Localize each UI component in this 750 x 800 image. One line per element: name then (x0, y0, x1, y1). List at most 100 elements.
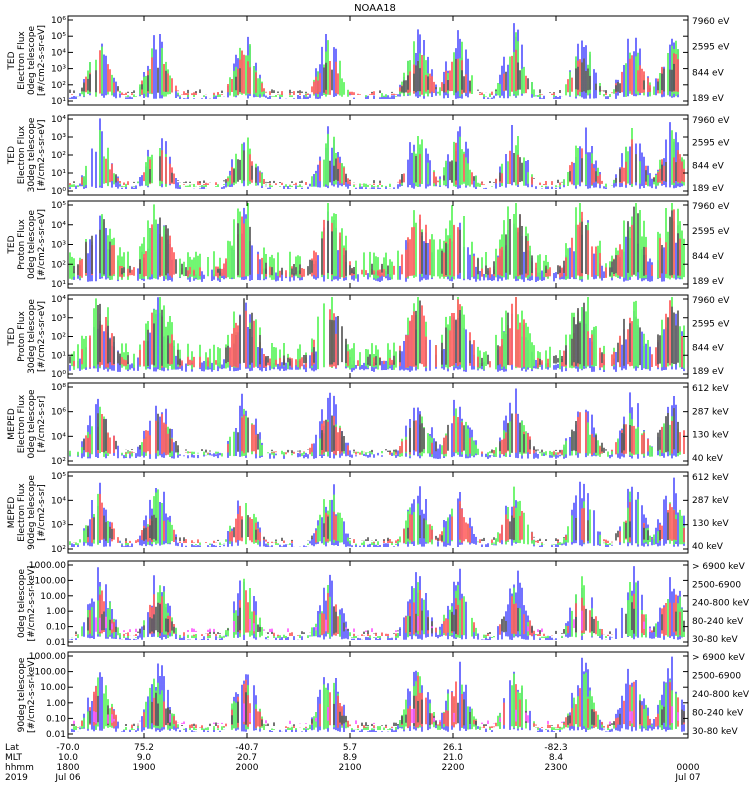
y-tick-label: 0.10 (46, 714, 66, 724)
y-axis-label: [#/cm2-s-sr] (37, 396, 47, 453)
y-tick-label: 10⁴ (51, 221, 66, 231)
panel-frame (67, 651, 689, 739)
legend-entry: > 6900 keV (692, 562, 746, 572)
y-tick-label: 1000.00 (29, 652, 66, 662)
footer-tick-label: Jul 06 (54, 773, 80, 783)
y-tick-label: 10⁵ (51, 201, 66, 211)
legend-entry: 130 keV (692, 519, 729, 529)
footer-tick-label: 10.0 (58, 753, 78, 763)
y-axis-label: [#/cm2-s-sr-eV] (37, 209, 47, 280)
footer-tick-label: 1900 (133, 763, 156, 773)
y-axis-label: 0deg telescope (17, 569, 27, 639)
y-axis-label: [#/cm2-s-sr-eV] (37, 25, 47, 96)
legend-entry: 612 keV (692, 384, 729, 394)
legend-entry: 80-240 keV (692, 617, 744, 627)
legend-entry: 844 eV (692, 68, 725, 78)
y-tick-label: 10⁶ (51, 408, 66, 418)
y-tick-label: 10⁴ (51, 496, 66, 506)
y-tick-label: 10³ (51, 65, 66, 75)
footer-row-label: hhmm (5, 763, 34, 773)
legend-entry: 189 eV (692, 367, 725, 377)
legend-entry: 844 eV (692, 161, 725, 171)
panel-3: 10¹ 10² 10³ 10⁴ 10⁵ TED Proton Flux 0deg telesc… (7, 200, 730, 290)
y-axis-label: Electron Flux (17, 31, 27, 90)
footer-tick-label: 26.1 (443, 743, 463, 753)
y-tick-label: 0.01 (46, 638, 66, 648)
y-axis-label: Electron Flux (17, 125, 27, 184)
y-tick-label: 10⁵ (51, 472, 66, 482)
y-axis-label: TED (7, 51, 17, 70)
y-axis-label: [#/cm2-s-sr-keV] (27, 657, 37, 733)
y-tick-label: 10³ (51, 133, 66, 143)
panel-frame (67, 114, 689, 196)
series-trace-4 (83, 408, 679, 453)
y-tick-label: 10² (51, 81, 66, 91)
footer-row-label: MLT (5, 753, 23, 763)
footer-tick-label: -70.0 (56, 743, 80, 753)
y-axis-label: Electron Flux (17, 394, 27, 453)
y-tick-label: 10¹ (51, 97, 66, 107)
series-trace-4 (75, 602, 685, 634)
legend-entry: 240-800 keV (692, 599, 750, 609)
legend-entry: 287 keV (692, 496, 729, 506)
y-tick-label: 10¹ (51, 280, 66, 290)
footer-tick-label: 1800 (57, 763, 80, 773)
footer-tick-label: 2300 (545, 763, 568, 773)
legend-entry: 2595 eV (692, 139, 730, 149)
legend-entry: 80-240 keV (692, 709, 744, 719)
y-tick-label: 10⁶ (51, 16, 66, 26)
legend-entry: 189 eV (692, 94, 725, 104)
y-axis-label: 0deg telescope (27, 26, 37, 96)
series-trace-4 (87, 512, 669, 541)
y-axis-label: [#/cm2-s-sr-eV] (37, 301, 47, 372)
footer-tick-label: -82.3 (544, 743, 567, 753)
panel-frame (67, 471, 689, 554)
legend-entry: 30-80 keV (692, 635, 738, 645)
series-trace-3 (75, 590, 681, 636)
footer-tick-label: 20.7 (237, 753, 257, 763)
y-tick-label: 1000.00 (29, 561, 66, 571)
y-tick-label: 10⁴ (51, 295, 66, 305)
y-tick-label: 10⁸ (51, 383, 66, 393)
legend-entry: 7960 eV (692, 116, 730, 126)
panel-frame (67, 15, 689, 106)
y-tick-label: 10² (51, 457, 66, 467)
y-tick-label: 100.00 (35, 576, 67, 586)
y-tick-label: 10¹ (51, 351, 66, 361)
y-axis-label: 30deg telescope (27, 117, 37, 192)
y-axis-label: 90deg telescope (17, 657, 27, 732)
y-tick-label: 10¹ (51, 169, 66, 179)
y-tick-label: 10⁴ (51, 115, 66, 125)
y-tick-label: 10.00 (40, 592, 66, 602)
y-tick-label: 10⁴ (51, 48, 66, 58)
footer-row-label: 2019 (5, 773, 28, 783)
footer-tick-label: 9.0 (137, 753, 152, 763)
legend-entry: 844 eV (692, 252, 725, 262)
legend-entry: 40 keV (692, 454, 724, 464)
legend-entry: 612 keV (692, 473, 729, 483)
footer-tick-label: 2200 (442, 763, 465, 773)
y-tick-label: 100.00 (35, 668, 67, 678)
y-axis-label: 0deg telescope (27, 210, 37, 280)
panel-2: 10⁰ 10¹ 10² 10³ 10⁴ TED Electron Flux 30deg tel… (7, 114, 730, 197)
y-tick-label: 1.00 (46, 607, 66, 617)
y-axis-label: [#/cm2-s-sr-keV] (27, 566, 37, 642)
y-axis-label: TED (7, 235, 17, 254)
panel-1: 10¹ 10² 10³ 10⁴ 10⁵ 10⁶ TED Electron Flux 0deg t… (7, 15, 730, 107)
series-trace-1 (69, 388, 677, 459)
y-axis-label: Proton Flux (17, 219, 27, 270)
legend-entry: 287 keV (692, 407, 729, 417)
panel-frame (67, 560, 689, 647)
y-axis-label: MEPED (7, 408, 17, 440)
y-axis-label: MEPED (7, 497, 17, 529)
panel-4: 10⁰ 10¹ 10² 10³ 10⁴ TED Proton Flux 30deg teles… (7, 294, 730, 380)
y-axis-label: TED (7, 146, 17, 165)
legend-entry: 2595 eV (692, 227, 730, 237)
panel-6: 10² 10³ 10⁴ 10⁵ MEPED Electron Flux 90deg tele… (7, 471, 729, 555)
footer-tick-label: 2000 (236, 763, 259, 773)
footer-tick-label: 8.4 (549, 753, 564, 763)
legend-entry: 189 eV (692, 184, 725, 194)
